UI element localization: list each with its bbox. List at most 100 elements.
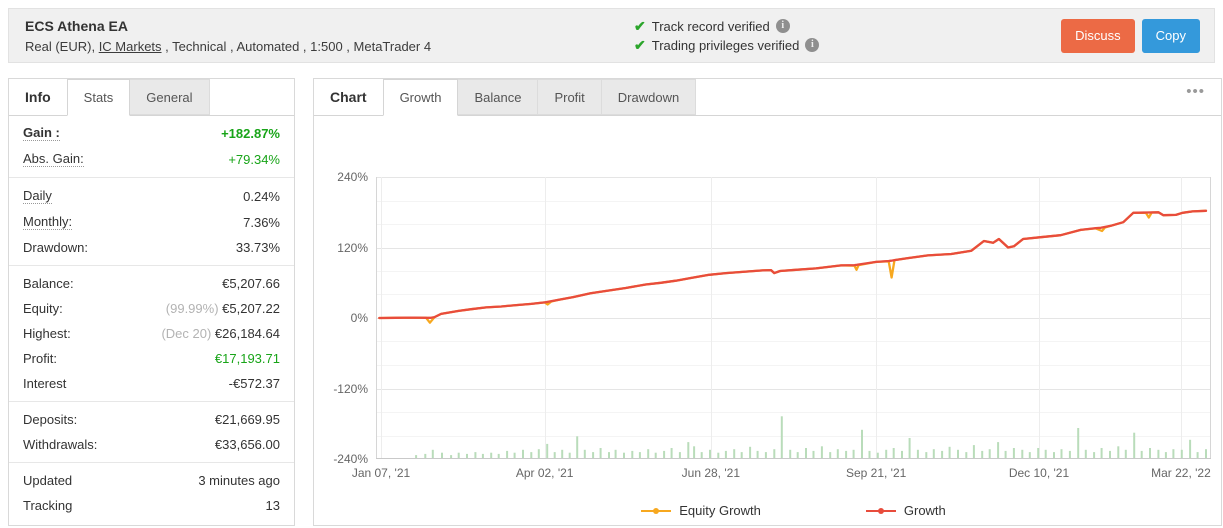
copy-button[interactable]: Copy bbox=[1141, 18, 1200, 53]
legend-marker-icon bbox=[641, 507, 672, 514]
volume-bar bbox=[820, 446, 823, 459]
volume-bar bbox=[441, 452, 443, 458]
volume-bar bbox=[631, 450, 634, 458]
stats-tab-general[interactable]: General bbox=[130, 79, 210, 115]
info-icon[interactable]: i bbox=[805, 38, 820, 52]
y-axis-label: 120% bbox=[337, 240, 368, 255]
growth-chart: 240% 120% 0% -120% -240% Jan 07, '21 Apr 02, '… bbox=[314, 116, 1221, 528]
volume-bar bbox=[614, 449, 617, 458]
section-divider bbox=[9, 177, 294, 178]
chart-options-menu-icon[interactable]: ••• bbox=[1186, 83, 1205, 100]
stats-tab-stats[interactable]: Stats bbox=[66, 79, 131, 116]
stat-value-note: (Dec 20) bbox=[161, 326, 215, 341]
info-icon[interactable]: i bbox=[775, 19, 790, 33]
stat-label[interactable]: Gain : bbox=[23, 125, 60, 141]
volume-bar bbox=[546, 443, 549, 458]
volume-bar bbox=[1205, 449, 1207, 458]
volume-bar bbox=[1140, 450, 1143, 458]
volume-bar bbox=[812, 450, 815, 458]
volume-bar bbox=[431, 449, 434, 458]
volume-bar bbox=[852, 449, 855, 458]
volume-bar bbox=[1189, 439, 1192, 458]
stat-label[interactable]: Monthly: bbox=[23, 214, 73, 230]
stat-row: Updated 3 minutes ago bbox=[9, 468, 294, 493]
volume-bar bbox=[957, 449, 959, 458]
volume-bar bbox=[724, 450, 727, 458]
volume-bar bbox=[450, 455, 453, 458]
x-axis-label: Mar 22, '22 bbox=[1151, 466, 1211, 480]
volume-bar bbox=[1196, 452, 1199, 458]
stat-row: Tracking 13 bbox=[9, 493, 294, 518]
legend-item-growth[interactable]: Growth bbox=[865, 503, 946, 518]
volume-bar bbox=[885, 449, 888, 458]
volume-bar bbox=[1117, 446, 1120, 459]
stat-label: Profit: bbox=[23, 351, 57, 366]
volume-bar bbox=[773, 449, 776, 458]
account-title: ECS Athena EA bbox=[25, 17, 128, 34]
x-axis-label: Jun 28, '21 bbox=[681, 466, 740, 480]
verification-block: ✔ Track record verified i ✔ Trading privileg… bbox=[634, 17, 1054, 55]
stat-label[interactable]: Abs. Gain: bbox=[23, 151, 84, 167]
account-info: ECS Athena EA Real (EUR), IC Markets , T… bbox=[9, 18, 634, 54]
chart-tab-growth[interactable]: Growth bbox=[382, 79, 459, 116]
volume-bar bbox=[553, 452, 556, 458]
stat-value-main: 7.36% bbox=[243, 214, 280, 230]
volume-bar bbox=[1164, 452, 1167, 458]
chart-tab-drawdown[interactable]: Drawdown bbox=[601, 79, 697, 115]
stat-row: Abs. Gain: +79.34% bbox=[9, 146, 294, 172]
stat-value-main: 33.73% bbox=[235, 240, 280, 255]
account-attributes: , Technical , Automated , 1:500 , MetaTr… bbox=[161, 38, 432, 54]
volume-bar bbox=[789, 449, 792, 458]
stat-value-main: €17,193.71 bbox=[214, 351, 280, 366]
volume-bar bbox=[756, 450, 759, 458]
volume-bar bbox=[1172, 449, 1175, 458]
volume-bar bbox=[997, 442, 1000, 458]
volume-bar bbox=[466, 453, 468, 458]
stat-label: Highest: bbox=[23, 326, 71, 341]
legend-label: Equity Growth bbox=[679, 503, 761, 518]
volume-bar bbox=[845, 450, 848, 458]
volume-bar bbox=[916, 449, 919, 458]
volume-bar bbox=[687, 442, 690, 458]
volume-bar bbox=[1028, 452, 1031, 458]
stat-value: 7.36% bbox=[243, 215, 280, 230]
stat-label: Tracking bbox=[23, 498, 73, 513]
x-axis-label: Sep 21, '21 bbox=[845, 466, 907, 480]
legend-item-equity-growth[interactable]: Equity Growth bbox=[641, 503, 761, 518]
broker-link[interactable]: IC Markets bbox=[98, 38, 162, 54]
volume-bar bbox=[481, 453, 484, 458]
volume-bar bbox=[663, 450, 666, 458]
volume-bar bbox=[670, 448, 673, 458]
volume-bar bbox=[1124, 449, 1127, 458]
legend-marker-icon bbox=[865, 507, 896, 514]
volume-bar bbox=[901, 450, 903, 458]
volume-bar bbox=[506, 450, 509, 458]
volume-bar bbox=[1149, 448, 1151, 458]
volume-bar bbox=[415, 455, 418, 458]
stat-value-main: €26,184.64 bbox=[214, 326, 280, 341]
stat-label[interactable]: Daily bbox=[23, 188, 52, 204]
chart-tab-profit[interactable]: Profit bbox=[538, 79, 602, 115]
discuss-button[interactable]: Discuss bbox=[1061, 18, 1135, 53]
stat-value: €33,656.00 bbox=[215, 437, 280, 452]
volume-bar bbox=[1109, 450, 1111, 458]
stat-row: Gain : +182.87% bbox=[9, 120, 294, 146]
stat-label: Equity: bbox=[23, 301, 63, 316]
chart-tab-chart[interactable]: Chart bbox=[330, 89, 367, 105]
checkmark-icon: ✔ bbox=[634, 17, 646, 34]
stat-value-note: (99.99%) bbox=[165, 301, 223, 316]
volume-bar bbox=[948, 446, 951, 458]
stat-label: Drawdown: bbox=[23, 240, 89, 255]
x-axis-label: Apr 02, '21 bbox=[515, 466, 574, 480]
stat-value: -€572.37 bbox=[229, 376, 280, 391]
chart-tab-balance[interactable]: Balance bbox=[458, 79, 539, 115]
account-header: ECS Athena EA Real (EUR), IC Markets , T… bbox=[8, 8, 1215, 63]
stat-value-main: €5,207.22 bbox=[222, 301, 280, 316]
section-divider bbox=[9, 401, 294, 402]
stat-value-main: €21,669.95 bbox=[214, 412, 280, 427]
stat-value-main: 0.24% bbox=[243, 188, 280, 204]
section-divider bbox=[9, 265, 294, 266]
chart-plot-area[interactable] bbox=[376, 177, 1211, 460]
stats-tab-info[interactable]: Info bbox=[25, 89, 51, 105]
